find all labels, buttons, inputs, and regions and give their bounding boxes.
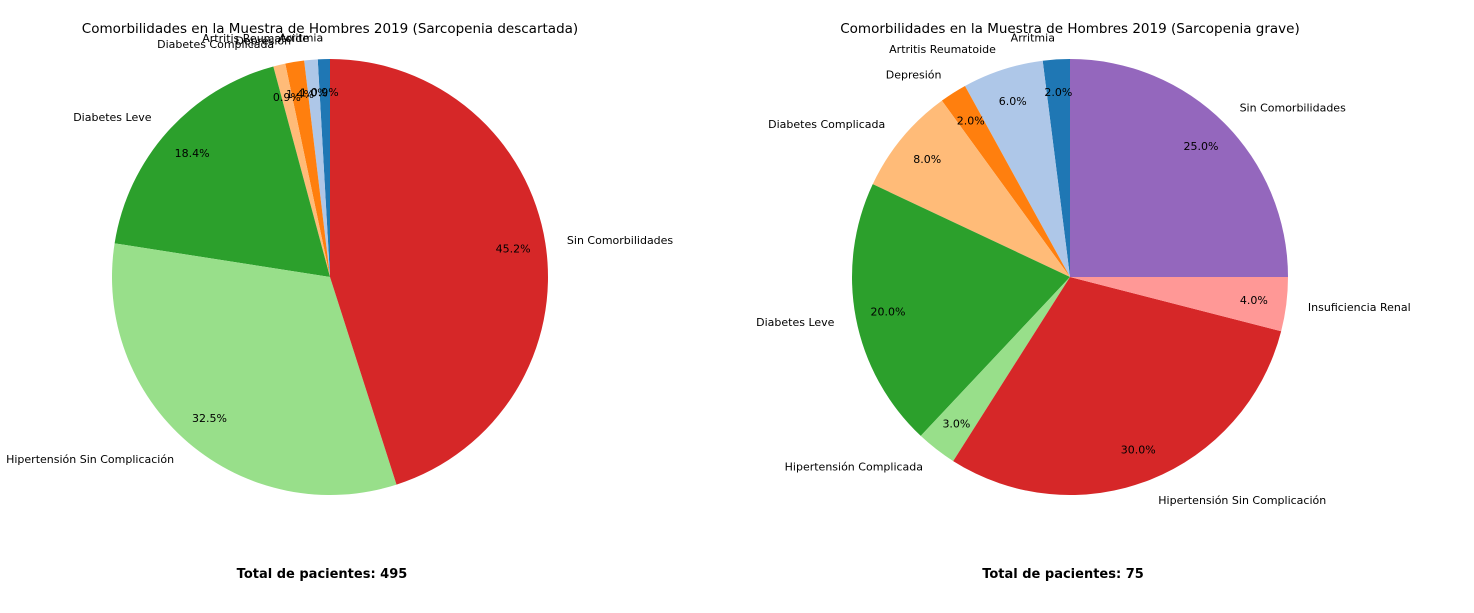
pie-slice-hipertension-sin-complicacion: [953, 277, 1282, 495]
pie-slice-artritis-reumatoide: [964, 60, 1070, 277]
pie-slice-artritis-reumatoide: [304, 59, 330, 278]
pie-percent-label: 0.9%: [311, 86, 339, 99]
pie-slice-insuficiencia-renal: [1070, 277, 1288, 332]
pie-category-label: Diabetes Leve: [73, 111, 152, 124]
pie-percent-label: 2.0%: [957, 115, 985, 128]
pie-slice-diabetes-complicada: [872, 100, 1070, 277]
pie-category-label: Hipertensión Complicada: [785, 460, 923, 473]
pie-category-label: Sin Comorbilidades: [567, 234, 674, 247]
pie-percent-label: 8.0%: [913, 153, 941, 166]
pie-slice-sin-comorbilidades: [1070, 59, 1288, 277]
pie-slice-sin-comorbilidades: [330, 59, 548, 485]
pie-percent-label: 20.0%: [871, 306, 906, 319]
pie-slice-hipertension-complicada: [920, 277, 1070, 462]
pie-percent-label: 6.0%: [999, 95, 1027, 108]
chart-title: Comorbilidades en la Muestra de Hombres …: [840, 21, 1300, 37]
pie-percent-label: 4.0%: [1240, 294, 1268, 307]
pie-category-label: Arritmia: [279, 31, 323, 44]
pie-category-label: Artritis Reumatoide: [202, 32, 309, 45]
pie-percent-label: 1.4%: [286, 88, 314, 101]
pie-percent-label: 2.0%: [1044, 86, 1072, 99]
pie-category-label: Sin Comorbilidades: [1240, 101, 1347, 114]
pie-category-label: Artritis Reumatoide: [889, 43, 996, 56]
pie-percent-label: 1.0%: [300, 86, 328, 99]
pie-category-label: Depresión: [235, 34, 291, 47]
pie-percent-label: 25.0%: [1184, 140, 1219, 153]
pie-category-label: Hipertensión Sin Complicación: [1158, 494, 1326, 507]
pie-category-label: Depresión: [886, 69, 942, 82]
pie-slice-arritmia: [317, 59, 330, 277]
pie-percent-label: 30.0%: [1121, 443, 1156, 456]
pie-slice-hipertension-sin-complicacion: [111, 243, 397, 495]
pie-percent-label: 32.5%: [192, 412, 227, 425]
total-patients: Total de pacientes: 495: [237, 567, 408, 582]
pie-slice-diabetes-complicada: [273, 63, 330, 277]
pie-category-label: Diabetes Complicada: [768, 118, 885, 131]
total-patients: Total de pacientes: 75: [982, 567, 1144, 582]
pie-slice-depresion: [941, 85, 1070, 277]
chart-title: Comorbilidades en la Muestra de Hombres …: [82, 21, 578, 37]
pie-category-label: Arritmia: [1011, 32, 1055, 45]
pie-slice-depresion: [285, 60, 330, 278]
pie-slice-diabetes-leve: [114, 66, 330, 277]
pie-slice-arritmia: [1042, 59, 1070, 277]
pie-category-label: Diabetes Complicada: [157, 38, 274, 51]
pie-chart-sarcopenia-descartada: Comorbilidades en la Muestra de Hombres …: [6, 21, 673, 582]
pie-category-label: Diabetes Leve: [756, 316, 835, 329]
pie-category-label: Insuficiencia Renal: [1308, 301, 1411, 314]
pie-category-label: Hipertensión Sin Complicación: [6, 453, 174, 466]
pie-slice-diabetes-leve: [851, 184, 1070, 436]
pie-percent-label: 3.0%: [942, 417, 970, 430]
pie-percent-label: 45.2%: [496, 242, 531, 255]
pie-percent-label: 18.4%: [175, 147, 210, 160]
pie-percent-label: 0.9%: [273, 91, 301, 104]
pie-chart-sarcopenia-grave: Comorbilidades en la Muestra de Hombres …: [756, 21, 1410, 582]
